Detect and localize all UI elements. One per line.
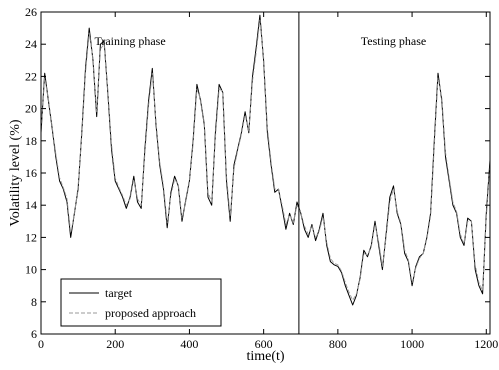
y-tick-label: 26	[25, 5, 37, 19]
legend-label-target: target	[105, 286, 133, 300]
y-tick-label: 12	[25, 230, 37, 244]
y-tick-label: 14	[25, 198, 37, 212]
series-layer	[40, 14, 491, 306]
y-tick-label: 8	[31, 295, 37, 309]
y-tick-label: 24	[25, 37, 37, 51]
y-tick-label: 10	[25, 263, 37, 277]
testing-phase-annotation: Testing phase	[361, 34, 426, 48]
x-tick-label: 400	[180, 337, 198, 351]
x-tick-label: 1000	[400, 337, 424, 351]
y-tick-label: 20	[25, 102, 37, 116]
y-axis-label: Volatility level (%)	[8, 119, 23, 226]
x-axis-label: time(t)	[246, 349, 284, 364]
plot-frame	[40, 11, 491, 335]
ticks-layer: 0 200 400 600 800 1000 1200 6 8 10 12 14 16 18 20 22 24 2…	[25, 5, 498, 351]
x-tick-label: 0	[38, 337, 44, 351]
legend-box	[60, 278, 222, 327]
x-tick-label: 200	[106, 337, 124, 351]
x-tick-label: 600	[255, 337, 273, 351]
y-tick-label: 18	[25, 134, 37, 148]
legend-label-proposed-approach: proposed approach	[105, 306, 196, 320]
training-phase-annotation: Training phase	[94, 34, 165, 48]
x-tick-label: 800	[329, 337, 347, 351]
legend: target proposed approach	[60, 278, 222, 327]
series-line-proposed-approach	[40, 19, 491, 301]
y-tick-label: 6	[31, 327, 37, 341]
y-tick-label: 16	[25, 166, 37, 180]
x-tick-label: 1200	[474, 337, 498, 351]
y-tick-label: 22	[25, 69, 37, 83]
